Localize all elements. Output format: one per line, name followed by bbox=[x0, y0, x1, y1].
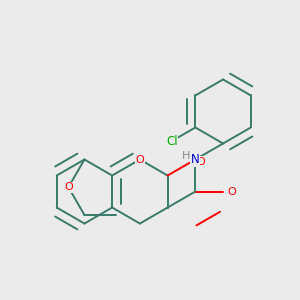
Text: H: H bbox=[182, 151, 190, 161]
Text: O: O bbox=[227, 187, 236, 196]
Text: O: O bbox=[196, 157, 205, 167]
Text: Cl: Cl bbox=[166, 135, 178, 148]
Text: N: N bbox=[191, 153, 200, 166]
Text: O: O bbox=[136, 154, 144, 164]
Text: O: O bbox=[64, 182, 73, 192]
